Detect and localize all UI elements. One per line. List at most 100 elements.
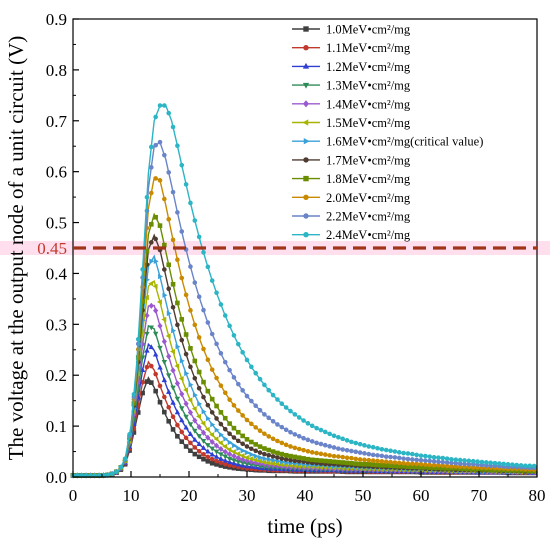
data-point — [409, 451, 415, 457]
data-point — [344, 460, 350, 466]
data-point — [183, 387, 188, 393]
data-point — [201, 452, 206, 457]
data-point — [187, 397, 193, 403]
data-point — [213, 442, 220, 449]
data-point — [192, 436, 198, 442]
data-point — [230, 449, 236, 455]
data-point — [252, 457, 258, 463]
data-point — [188, 364, 193, 370]
data-point — [292, 458, 298, 464]
data-point — [327, 453, 332, 458]
data-point — [362, 443, 367, 448]
data-point — [205, 402, 211, 408]
data-point — [240, 447, 246, 454]
data-point — [179, 317, 185, 322]
data-point — [157, 399, 163, 405]
data-point — [192, 392, 198, 398]
data-point — [183, 435, 189, 441]
data-point — [492, 460, 498, 466]
data-point — [431, 454, 437, 460]
data-point — [218, 410, 224, 415]
y-tick-label: 0.6 — [46, 163, 67, 182]
data-point — [275, 450, 280, 456]
data-point — [379, 459, 385, 464]
data-point — [278, 462, 284, 468]
data-point — [236, 445, 242, 451]
data-point — [165, 333, 171, 339]
data-point — [236, 381, 241, 387]
data-point — [218, 445, 224, 453]
data-point — [144, 331, 150, 337]
data-point — [188, 346, 193, 351]
data-point — [178, 375, 184, 382]
data-point — [226, 459, 233, 465]
data-point — [209, 438, 215, 445]
data-point — [235, 451, 241, 457]
data-point — [152, 351, 159, 357]
data-point — [283, 457, 289, 462]
data-point — [322, 429, 328, 435]
data-point — [244, 393, 250, 399]
y-tick-label: 0.1 — [46, 417, 67, 436]
data-point — [204, 426, 210, 433]
data-point — [414, 452, 419, 458]
data-point — [375, 462, 380, 468]
data-point — [166, 216, 171, 222]
legend-marker — [302, 119, 309, 126]
data-point — [414, 457, 419, 463]
data-point — [162, 152, 167, 158]
data-point — [270, 449, 276, 454]
data-point — [353, 440, 359, 446]
data-point — [227, 323, 232, 329]
legend-label: 2.4MeV•cm²/mg — [326, 228, 411, 242]
data-point — [227, 431, 232, 437]
data-point — [379, 453, 385, 459]
data-point — [249, 398, 254, 404]
data-point — [191, 406, 197, 412]
data-point — [249, 364, 254, 370]
data-point — [135, 336, 141, 342]
data-point — [156, 299, 162, 305]
data-point — [161, 359, 168, 365]
data-point — [166, 404, 171, 410]
data-point — [401, 456, 406, 461]
data-point — [188, 448, 193, 453]
data-point — [175, 257, 180, 263]
data-point — [205, 448, 211, 454]
data-point — [166, 418, 171, 424]
data-point — [366, 451, 372, 457]
data-point — [322, 452, 328, 457]
data-point — [161, 316, 167, 323]
data-point — [296, 415, 302, 420]
data-point — [209, 451, 215, 457]
data-point — [262, 382, 267, 388]
data-point — [231, 452, 237, 460]
data-point — [405, 461, 411, 466]
data-point — [218, 452, 224, 458]
data-point — [196, 234, 202, 240]
data-point — [292, 445, 298, 451]
data-point — [205, 434, 211, 441]
data-point — [296, 446, 302, 452]
data-point — [192, 428, 198, 434]
data-point — [401, 460, 406, 466]
data-point — [196, 449, 202, 454]
data-point — [262, 455, 268, 462]
data-point — [462, 458, 467, 463]
data-point — [336, 459, 341, 465]
data-point — [396, 450, 402, 455]
data-point — [318, 458, 324, 463]
data-point — [396, 455, 402, 461]
data-point — [200, 444, 207, 450]
data-point — [322, 458, 328, 464]
data-point — [292, 432, 298, 437]
data-point — [179, 390, 185, 398]
data-point — [162, 292, 168, 298]
data-point — [187, 422, 194, 428]
data-point — [279, 424, 285, 430]
data-point — [344, 447, 350, 453]
data-point — [188, 264, 193, 269]
data-point — [288, 457, 293, 463]
data-point — [370, 444, 376, 450]
data-point — [201, 307, 206, 313]
